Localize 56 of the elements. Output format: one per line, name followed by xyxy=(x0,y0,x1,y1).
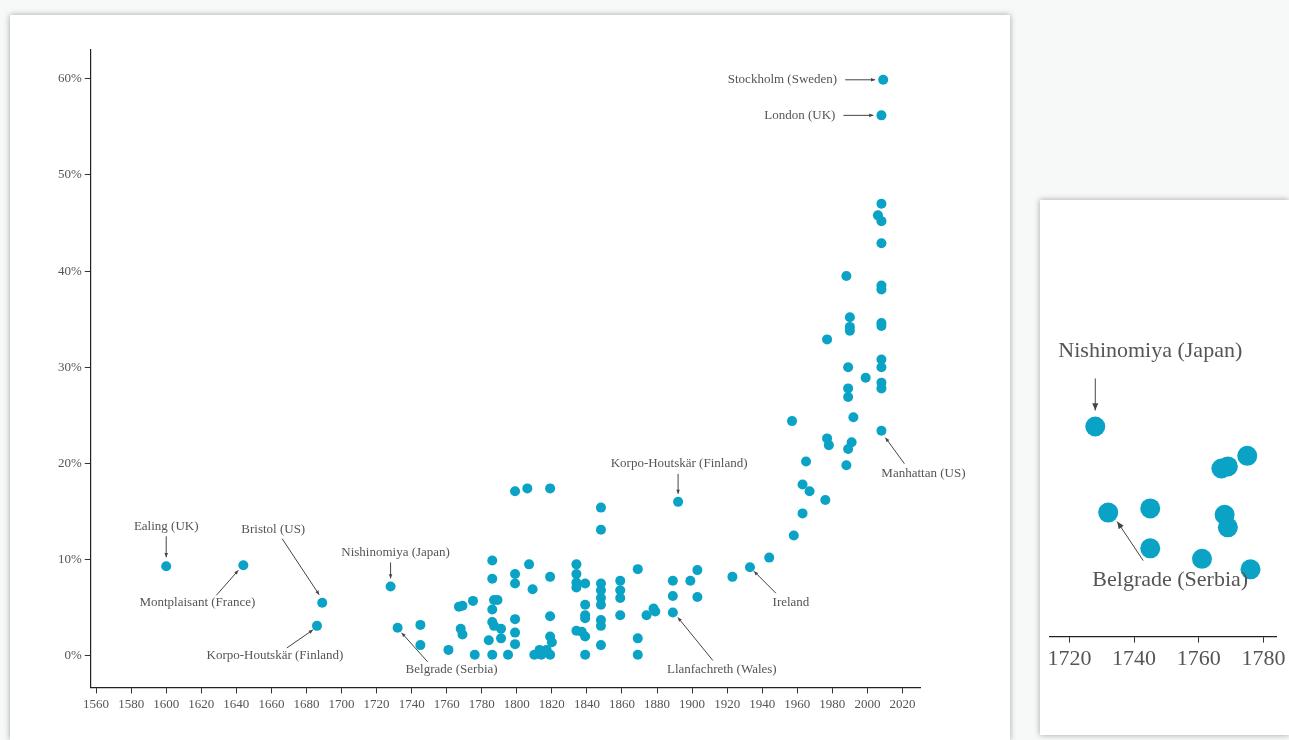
annotation: Korpo-Houtskär (Finland) xyxy=(610,455,748,471)
x-tick-label: 1800 xyxy=(503,695,530,711)
x-tick-label: 1900 xyxy=(679,695,706,711)
x-tick-label: 1780 xyxy=(468,695,495,711)
x-tick-label: 1980 xyxy=(819,695,846,711)
x-tick-label: 1920 xyxy=(714,695,741,711)
x-tick-label: 1740 xyxy=(1112,644,1157,670)
x-tick-label: 1880 xyxy=(644,695,671,711)
y-tick-label: 10% xyxy=(57,550,82,566)
x-tick-label: 1720 xyxy=(1047,644,1092,670)
x-tick-label: 1600 xyxy=(153,695,180,711)
annotation: Ealing (UK) xyxy=(133,517,199,533)
x-tick-label: 1780 xyxy=(1241,644,1286,670)
y-tick-label: 30% xyxy=(57,358,82,374)
annotation: Belgrade (Serbia) xyxy=(405,661,498,677)
x-tick-label: 1820 xyxy=(538,695,565,711)
annotation: Korpo-Houtskär (Finland) xyxy=(206,647,344,663)
x-tick-label: 1680 xyxy=(293,695,320,711)
x-tick-label: 1640 xyxy=(223,695,250,711)
point xyxy=(1140,538,1161,559)
point xyxy=(1191,548,1212,569)
x-tick-label: 2020 xyxy=(889,695,916,711)
x-tick-label: 1620 xyxy=(188,695,215,711)
annotation: Nishinomiya (Japan) xyxy=(341,543,450,559)
annotation: Stockholm (Sweden) xyxy=(727,71,838,87)
x-tick-label: 1700 xyxy=(328,695,355,711)
annotation: London (UK) xyxy=(764,106,836,122)
x-tick-label: 1720 xyxy=(363,695,390,711)
y-tick-label: 40% xyxy=(57,262,82,278)
point xyxy=(1085,416,1106,437)
point xyxy=(1140,498,1161,519)
x-tick-label: 1860 xyxy=(608,695,635,711)
x-tick-label: 1560 xyxy=(83,695,110,711)
x-tick-label: 1580 xyxy=(118,695,145,711)
y-tick-label: 20% xyxy=(57,454,82,470)
annotation: Belgrade (Serbia) xyxy=(1092,566,1249,592)
annotation: Bristol (US) xyxy=(241,521,306,537)
point xyxy=(1217,517,1238,538)
point xyxy=(1098,502,1119,523)
annotation: Nishinomiya (Japan) xyxy=(1058,337,1243,363)
y-tick-label: 60% xyxy=(57,70,82,86)
x-tick-label: 1760 xyxy=(1176,644,1221,670)
y-tick-label: 50% xyxy=(57,166,82,182)
annotation: Manhattan (US) xyxy=(881,465,966,481)
y-tick-label: 0% xyxy=(64,647,82,663)
x-tick-label: 1740 xyxy=(398,695,425,711)
x-tick-label: 1760 xyxy=(433,695,460,711)
annotation: Ireland xyxy=(772,593,810,609)
x-tick-label: 1960 xyxy=(784,695,811,711)
annotation: Montplaisant (France) xyxy=(139,593,256,609)
annotation: Llanfachreth (Wales) xyxy=(666,660,777,676)
x-tick-label: 1840 xyxy=(573,695,600,711)
point xyxy=(1237,445,1258,466)
x-tick-label: 2000 xyxy=(854,695,881,711)
x-tick-label: 1940 xyxy=(749,695,776,711)
x-tick-label: 1660 xyxy=(258,695,285,711)
